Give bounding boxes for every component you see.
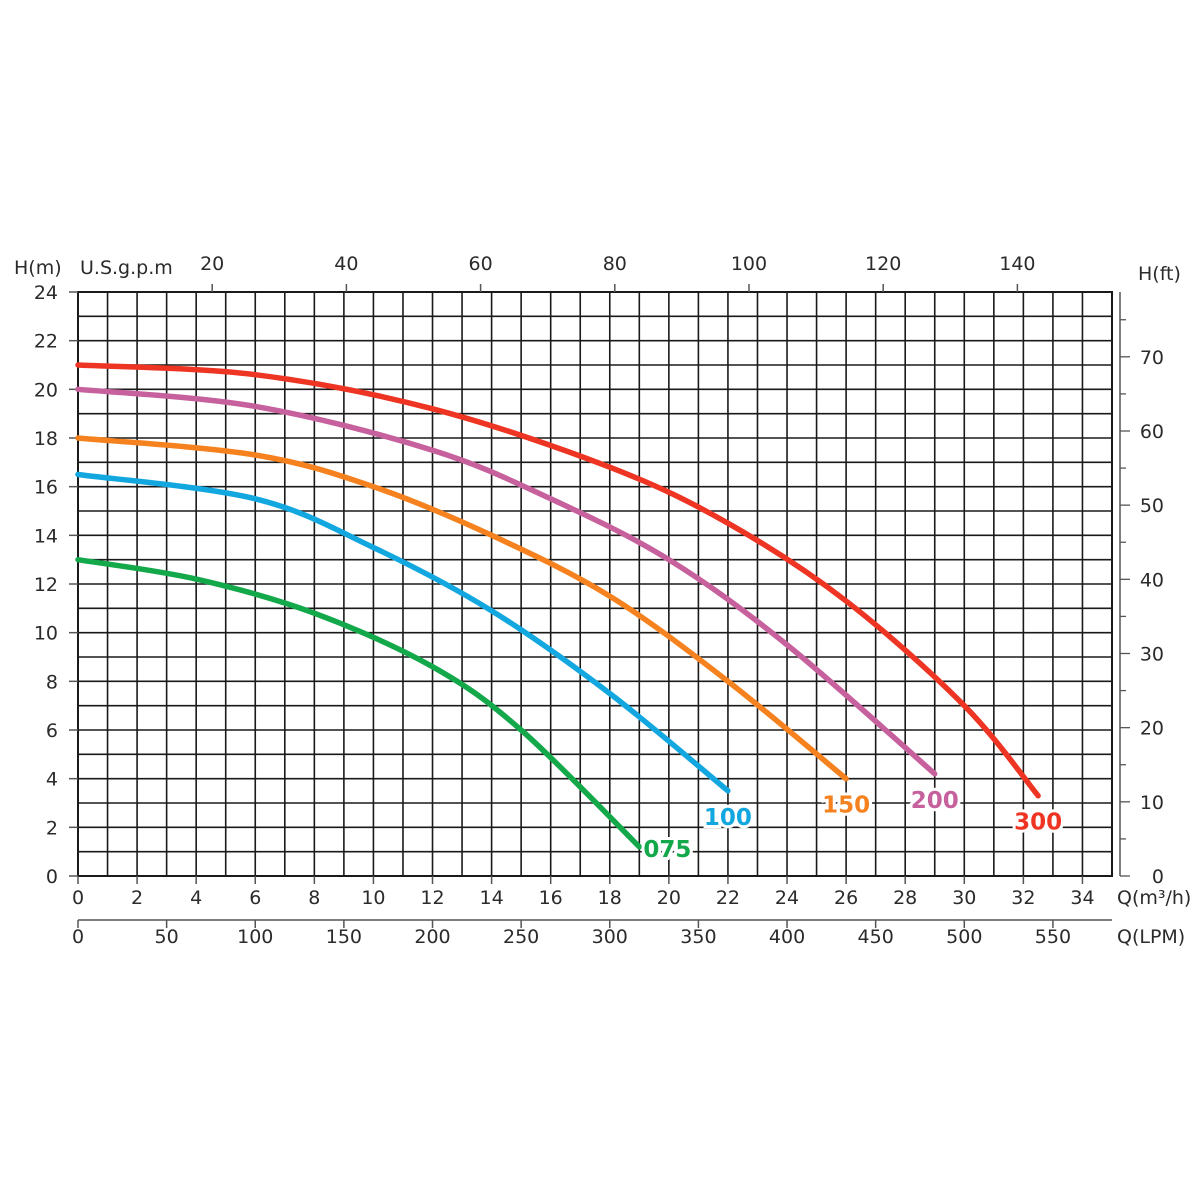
- x-lpm-tick-label: 500: [946, 926, 982, 948]
- x-bottom2-axis-title: Q(LPM): [1117, 926, 1185, 948]
- x-lpm-tick-label: 250: [503, 926, 539, 948]
- x-bottom-tick-label: 28: [893, 887, 917, 909]
- x-lpm-tick-label: 400: [769, 926, 805, 948]
- series-label-300: 300: [1014, 810, 1062, 836]
- x-top-tick-label: 120: [865, 253, 901, 275]
- x-top-tick-label: 40: [334, 253, 358, 275]
- series-curve-150: [75, 435, 849, 782]
- y-left-tick-label: 24: [34, 282, 58, 304]
- chart-axes: [69, 284, 1130, 928]
- x-bottom-tick-label: 10: [361, 887, 385, 909]
- x-top-tick-label: 60: [469, 253, 493, 275]
- y-left-tick-label: 8: [46, 671, 58, 693]
- y-right-tick-label: 50: [1140, 495, 1164, 517]
- x-lpm-tick-label: 450: [858, 926, 894, 948]
- series-curve-100: [75, 471, 731, 794]
- series-labels: 075 100 150 200 300: [640, 785, 1065, 866]
- y-right-tick-label: 0: [1152, 866, 1164, 888]
- x-lpm-tick-label: 50: [155, 926, 179, 948]
- x-top-tick-label: 100: [731, 253, 767, 275]
- y-left-tick-label: 18: [34, 428, 58, 450]
- x-lpm-tick-label: 150: [326, 926, 362, 948]
- y-right-tick-label: 10: [1140, 792, 1164, 814]
- series-curve-300: [75, 362, 1041, 799]
- x-bottom-tick-label: 6: [249, 887, 261, 909]
- x-bottom-tick-label: 14: [480, 887, 504, 909]
- y-left-tick-label: 20: [34, 379, 58, 401]
- y-right-tick-label: 20: [1140, 718, 1164, 740]
- y-left-tick-label: 12: [34, 574, 58, 596]
- x-bottom-tick-label: 34: [1070, 887, 1094, 909]
- y-left-tick-label: 22: [34, 331, 58, 353]
- x-top-axis-title: U.S.g.p.m: [80, 257, 173, 279]
- x-bottom-tick-label: 30: [952, 887, 976, 909]
- x-bottom-tick-label: 0: [72, 887, 84, 909]
- x-top-tick-label: 140: [999, 253, 1035, 275]
- x-bottom-axis-title: Q(m³/h): [1117, 887, 1191, 909]
- y-left-tick-label: 4: [46, 769, 58, 791]
- y-right-tick-label: 70: [1140, 347, 1164, 369]
- x-lpm-tick-label: 300: [592, 926, 628, 948]
- series-label-100: 100: [704, 805, 752, 831]
- y-left-tick-label: 0: [46, 866, 58, 888]
- x-lpm-tick-label: 350: [680, 926, 716, 948]
- y-left-axis-title: H(m): [14, 257, 62, 279]
- series-curves: [75, 362, 1041, 850]
- y-right-tick-label: 60: [1140, 421, 1164, 443]
- x-lpm-tick-label: 0: [72, 926, 84, 948]
- y-right-axis-title: H(ft): [1138, 263, 1181, 285]
- x-bottom-tick-label: 26: [834, 887, 858, 909]
- y-right-tick-label: 40: [1140, 569, 1164, 591]
- x-bottom-tick-label: 8: [308, 887, 320, 909]
- y-left-tick-label: 6: [46, 720, 58, 742]
- x-lpm-tick-label: 100: [237, 926, 273, 948]
- y-right-tick-label: 30: [1140, 643, 1164, 665]
- series-curve-200: [75, 386, 938, 777]
- series-label-150: 150: [822, 793, 870, 819]
- y-left-tick-label: 14: [34, 525, 58, 547]
- x-bottom-tick-label: 18: [598, 887, 622, 909]
- x-bottom-tick-label: 16: [539, 887, 563, 909]
- x-lpm-tick-label: 550: [1035, 926, 1071, 948]
- x-bottom-tick-label: 24: [775, 887, 799, 909]
- x-bottom-tick-label: 2: [131, 887, 143, 909]
- series-label-075: 075: [643, 837, 691, 863]
- x-top-tick-label: 20: [200, 253, 224, 275]
- y-left-tick-label: 10: [34, 623, 58, 645]
- series-label-200: 200: [911, 788, 959, 814]
- x-top-tick-label: 80: [603, 253, 627, 275]
- x-bottom-tick-label: 22: [716, 887, 740, 909]
- x-lpm-tick-label: 200: [414, 926, 450, 948]
- x-bottom-tick-label: 12: [420, 887, 444, 909]
- y-left-tick-label: 2: [46, 817, 58, 839]
- x-bottom-tick-label: 20: [657, 887, 681, 909]
- series-curve-075: [75, 556, 643, 850]
- x-bottom-tick-label: 32: [1011, 887, 1035, 909]
- x-bottom-tick-label: 4: [190, 887, 202, 909]
- y-left-tick-label: 16: [34, 477, 58, 499]
